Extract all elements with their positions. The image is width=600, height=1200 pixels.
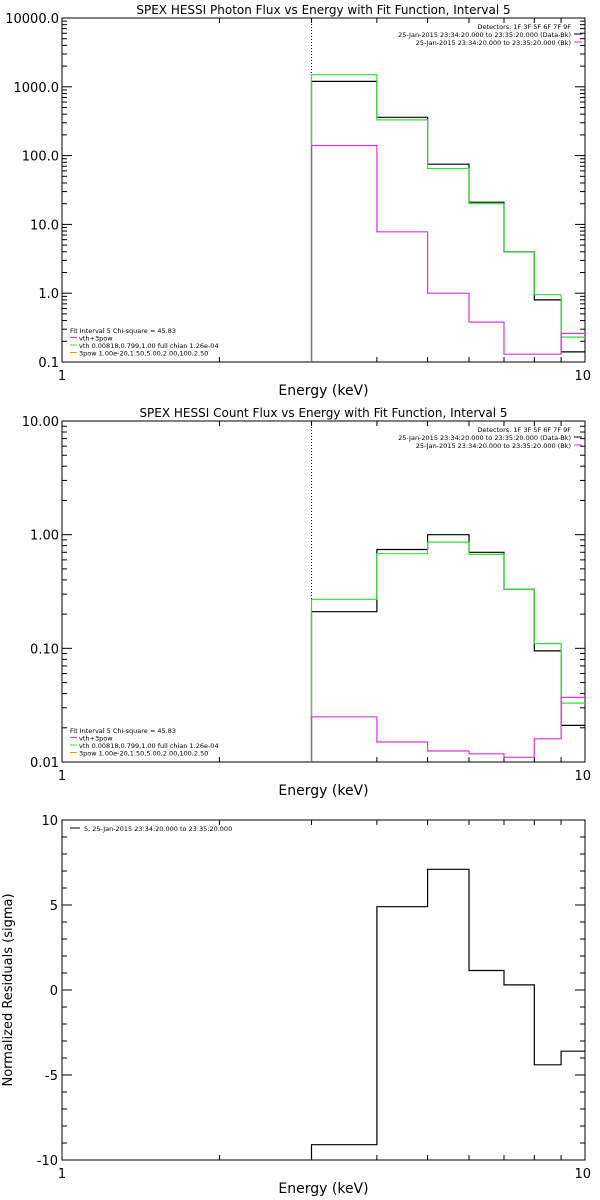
- legend-entry: 25-Jan-2015 23:34:20.000 to 23:35:20.000…: [398, 31, 571, 39]
- legend-entry: vth+3pow: [79, 735, 113, 743]
- legend-entry: 25-Jan-2015 23:34:20.000 to 23:35:20.000…: [398, 434, 571, 442]
- y-tick-label: 1.0: [38, 287, 59, 302]
- y-tick-label: 10: [41, 814, 58, 829]
- x-axis-label: Energy (keV): [278, 783, 368, 799]
- series-line-0: [310, 868, 585, 1160]
- y-tick-label: -10: [37, 1154, 58, 1169]
- series-line-2: [310, 144, 585, 362]
- series-line-1: [310, 541, 585, 762]
- y-tick-label: 10.0: [30, 218, 59, 233]
- x-axis-label: Energy (keV): [278, 1181, 368, 1197]
- plot-frame: [61, 420, 586, 763]
- x-tick-label: 10: [574, 369, 591, 384]
- series-line-2: [310, 696, 585, 762]
- y-tick-label: 0.10: [30, 642, 59, 657]
- y-tick-label: 0.1: [38, 356, 59, 371]
- plot-frame: [61, 17, 586, 363]
- series-line-0: [310, 80, 585, 362]
- legend-entry: vth 0.00818,0.799,1.00 full chian 1.26e-…: [79, 742, 219, 750]
- legend-entry: Fit Interval 5 Chi-square = 45.83: [70, 327, 176, 335]
- legend-entry: 3pow 1.00e-20,1.50,5.00,2.00,100,2.50: [79, 350, 208, 358]
- y-tick-label: 1.00: [30, 529, 59, 544]
- plot-frame: [61, 819, 586, 1161]
- y-tick-label: -5: [45, 1069, 58, 1084]
- y-tick-label: 0: [50, 984, 58, 999]
- chart-title: SPEX HESSI Photon Flux vs Energy with Fi…: [136, 3, 510, 17]
- x-tick-label: 10: [574, 769, 591, 784]
- legend-entry: 3pow 1.00e-20,1.50,5.00,2.00,100,2.50: [79, 750, 208, 758]
- x-tick-label: 1: [58, 369, 66, 384]
- y-tick-label: 1000.0: [14, 81, 60, 96]
- x-tick-label: 1: [58, 1167, 66, 1182]
- x-tick-label: 1: [58, 769, 66, 784]
- y-axis-label: Normalized Residuals (sigma): [1, 893, 16, 1086]
- legend-entry: Detectors: 1F 3F 5F 6F 7F 9F: [477, 426, 571, 434]
- y-tick-label: 100.0: [22, 150, 59, 165]
- y-tick-label: 10.00: [22, 415, 59, 430]
- series-line-0: [310, 534, 585, 762]
- x-axis-label: Energy (keV): [278, 383, 368, 399]
- legend-entry: vth 0.00818,0.799,1.00 full chian 1.26e-…: [79, 342, 219, 350]
- series-line-1: [310, 74, 585, 362]
- legend-entry: Detectors: 1F 3F 5F 6F 7F 9F: [477, 23, 571, 31]
- legend-entry: vth+3pow: [79, 335, 113, 343]
- x-tick-label: 10: [574, 1167, 591, 1182]
- y-tick-label: 5: [50, 899, 58, 914]
- legend-entry: Fit Interval 5 Chi-square = 45.83: [70, 727, 176, 735]
- y-tick-label: 10000.0: [5, 12, 59, 27]
- legend-entry: 25-Jan-2015 23:34:20.000 to 23:35:20.000…: [416, 442, 571, 450]
- legend-entry: 5, 25-Jan-2015 23:34:20.000 to 23:35:20.…: [84, 825, 232, 833]
- y-tick-label: 0.01: [30, 756, 59, 771]
- chart-title: SPEX HESSI Count Flux vs Energy with Fit…: [139, 406, 507, 420]
- legend-entry: 25-Jan-2015 23:34:20.000 to 23:35:20.000…: [416, 39, 571, 47]
